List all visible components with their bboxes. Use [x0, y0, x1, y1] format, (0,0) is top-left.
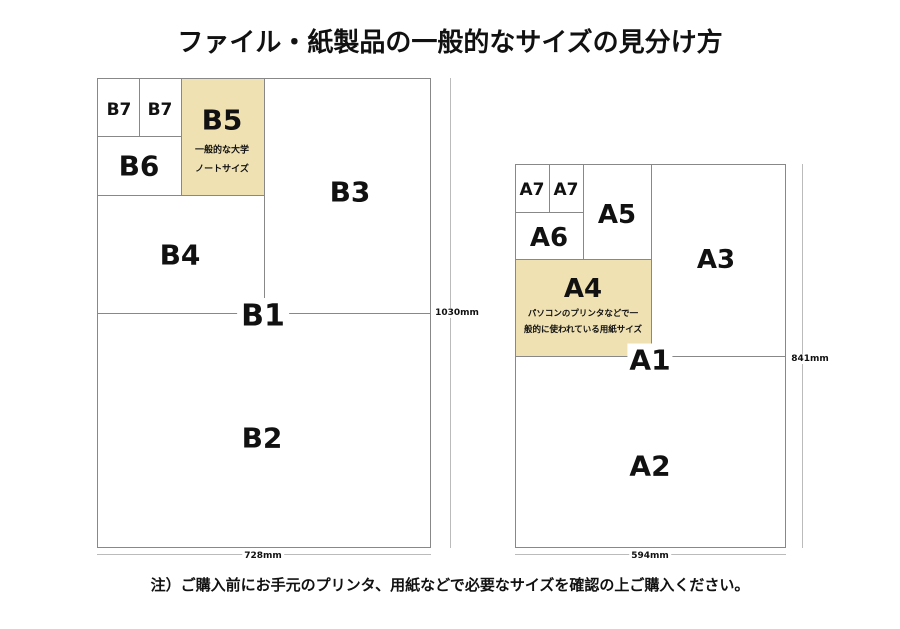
a2-label: A2: [629, 449, 671, 483]
a7-label: A7: [519, 180, 545, 200]
a6-label: A6: [529, 223, 569, 253]
b4-top: [97, 195, 265, 196]
b3-label: B3: [329, 175, 371, 209]
a-height-label: 841mm: [789, 354, 831, 364]
b5-description: ノートサイズ: [195, 164, 249, 175]
b6-label: B6: [118, 149, 160, 183]
a3-label: A3: [696, 245, 736, 275]
b-width-label: 728mm: [242, 551, 284, 561]
b7-label: B7: [106, 100, 132, 120]
b7-divider: [97, 136, 182, 137]
b5-sheet: [181, 78, 265, 196]
b1-label: B1: [237, 298, 289, 334]
b4-label: B4: [159, 238, 201, 272]
a4-description: 般的に使われている用紙サイズ: [523, 325, 643, 335]
b7-split: [139, 78, 140, 136]
b5-label: B5: [201, 103, 243, 137]
a4-sheet: [515, 259, 652, 357]
b2-label: B2: [241, 421, 283, 455]
a4-label: A4: [563, 274, 603, 304]
a1-label: A1: [627, 343, 673, 377]
a4-description: パソコンのプリンタなどで一: [527, 309, 639, 319]
footnote: 注）ご購入前にお手元のプリンタ、用紙などで必要なサイズを確認の上ご購入ください。: [150, 576, 750, 594]
b5-description: 一般的な大学: [194, 145, 250, 156]
a5-label: A5: [597, 200, 637, 230]
a5-divider: [583, 164, 584, 259]
a7-label: A7: [553, 180, 579, 200]
b-height-label: 1030mm: [433, 308, 481, 318]
a-width-label: 594mm: [629, 551, 671, 561]
b7-label: B7: [147, 100, 173, 120]
a7-split: [549, 164, 550, 212]
page-title: ファイル・紙製品の一般的なサイズの見分け方: [177, 28, 723, 58]
a6-divider: [515, 212, 583, 213]
